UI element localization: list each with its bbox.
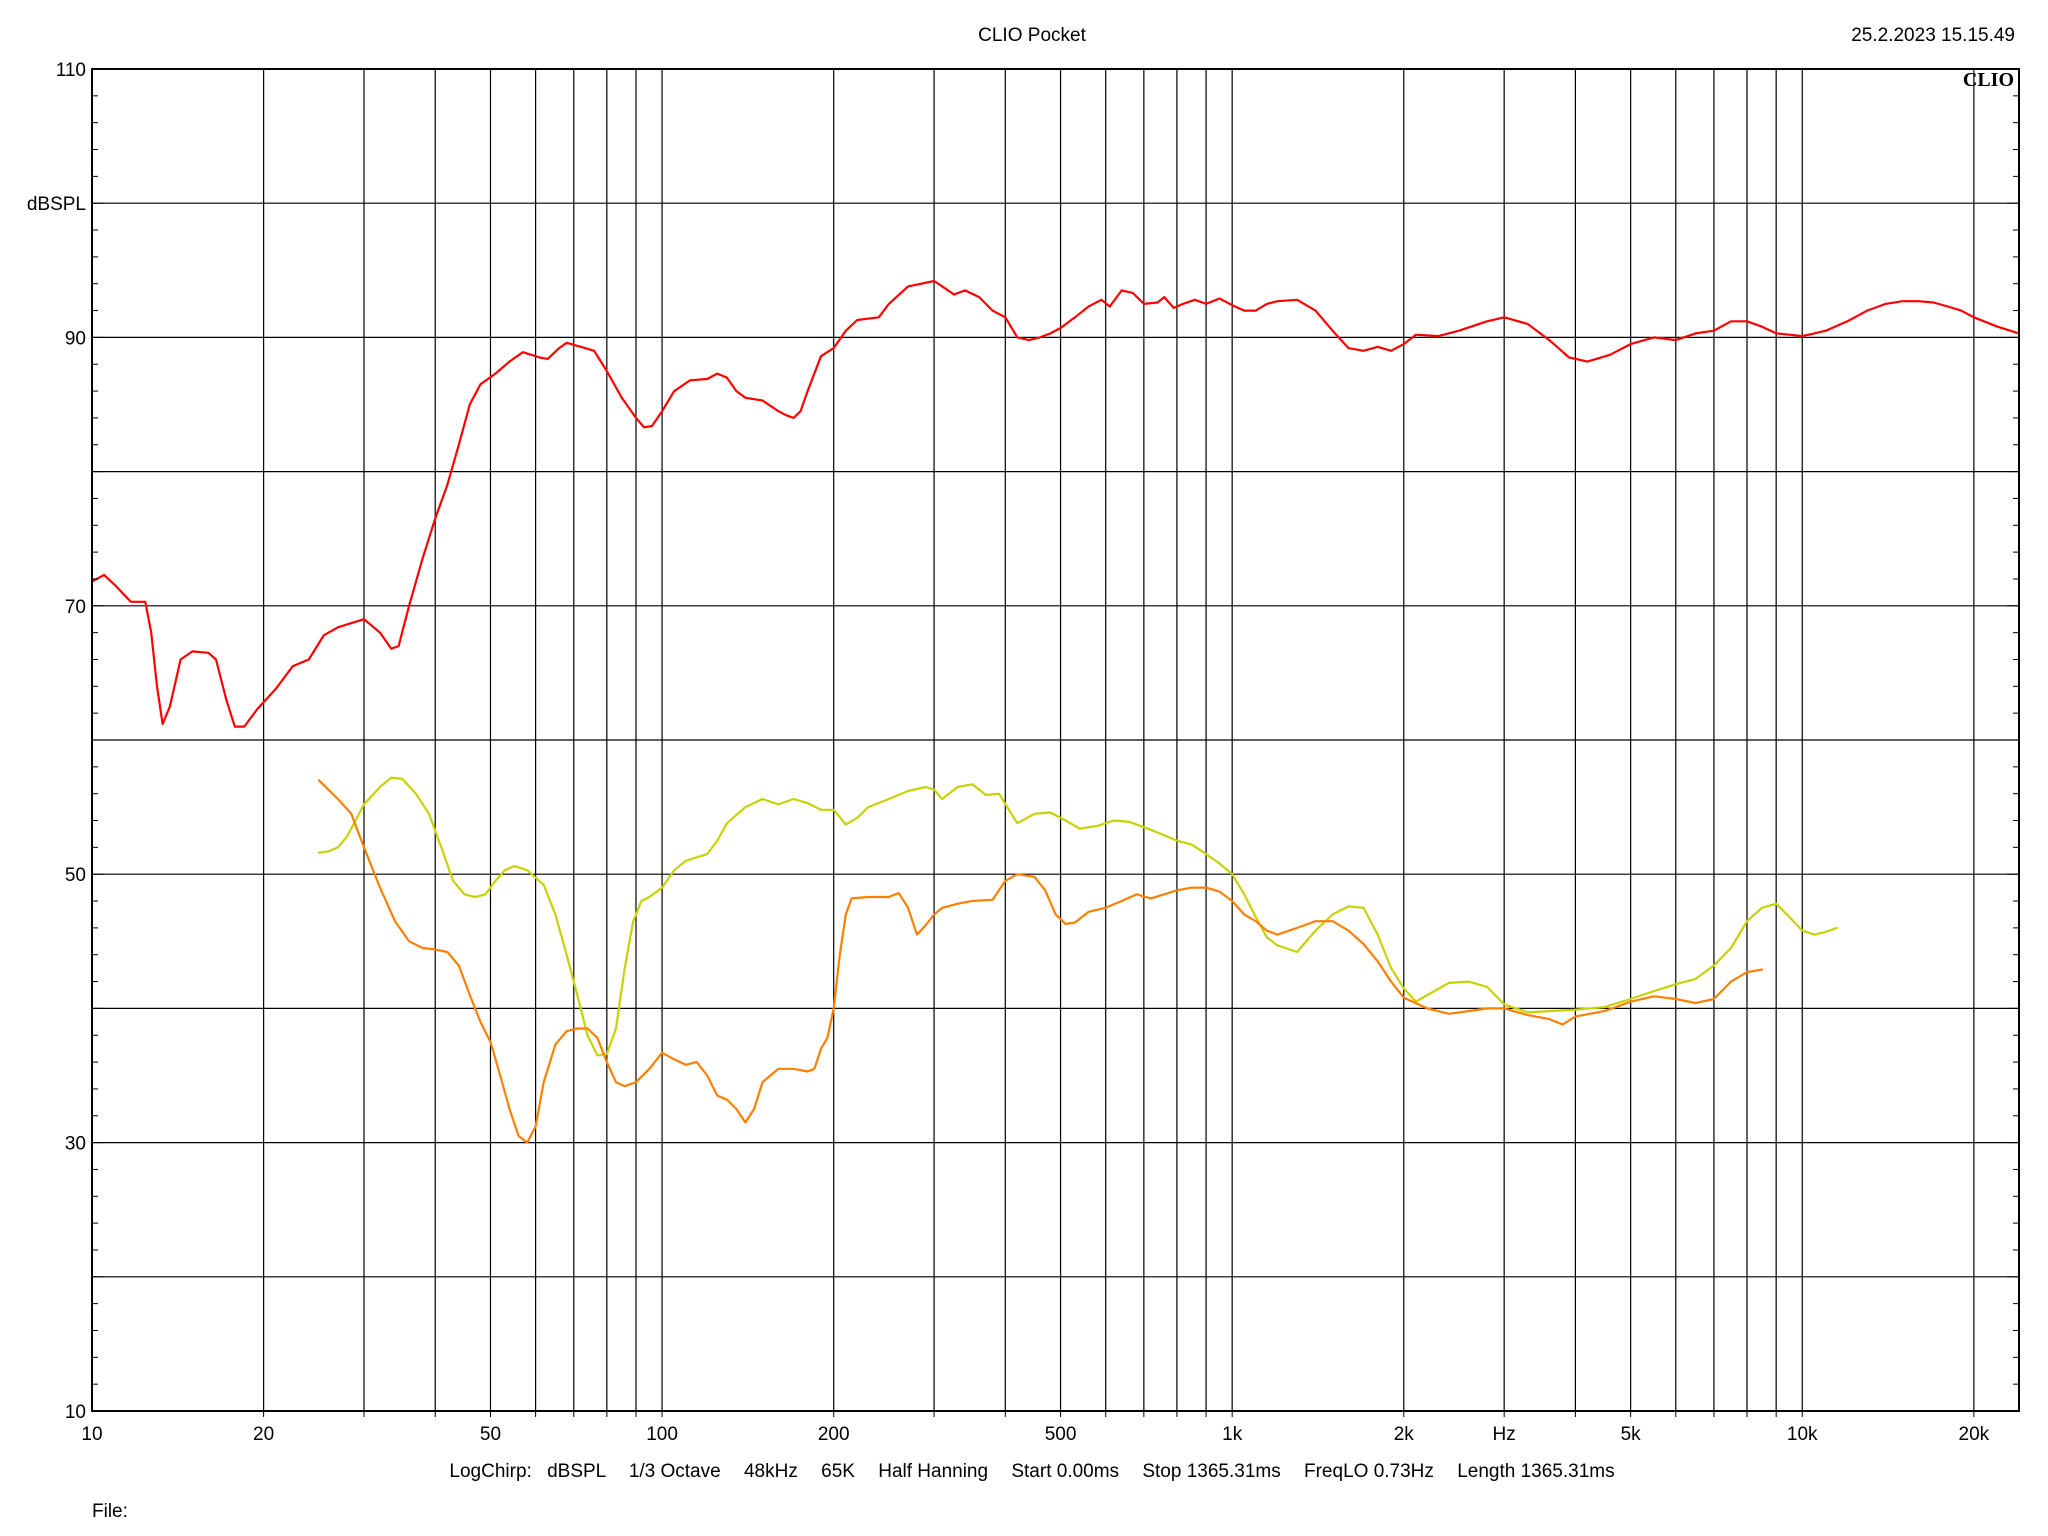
y-tick-labels: 110 90 70 50 30 10 <box>56 60 86 1423</box>
chart-title: CLIO Pocket <box>978 25 1086 46</box>
x-tick-label: 10 <box>81 1424 102 1445</box>
series-lines <box>90 279 2021 1144</box>
x-tick-labels: 10 20 50 100 200 500 1k 2k 5k 10k 20k <box>81 1424 1989 1445</box>
setting-sample-rate: 48kHz <box>744 1461 798 1482</box>
setting-length: Length 1365.31ms <box>1457 1461 1614 1482</box>
grid <box>92 69 2019 1411</box>
setting-smoothing: 1/3 Octave <box>629 1461 721 1482</box>
x-tick-marks <box>263 1411 1975 1417</box>
x-axis-unit-label: Hz <box>1493 1424 1516 1445</box>
y-tick-marks <box>92 95 2019 1385</box>
setting-size: 65K <box>821 1461 855 1482</box>
setting-mode: LogChirp: <box>449 1461 531 1482</box>
x-tick-label: 50 <box>480 1424 501 1445</box>
x-tick-label: 10k <box>1787 1424 1818 1445</box>
y-tick-label: 30 <box>65 1134 86 1155</box>
x-tick-label: 20k <box>1959 1424 1990 1445</box>
series-line-1 <box>90 279 2021 728</box>
y-tick-label: 10 <box>65 1402 86 1423</box>
series-line-2 <box>317 776 1839 1057</box>
setting-freqlo: FreqLO 0.73Hz <box>1304 1461 1434 1482</box>
series-line-3 <box>317 779 1764 1144</box>
x-tick-label: 1k <box>1222 1424 1243 1445</box>
setting-start: Start 0.00ms <box>1011 1461 1119 1482</box>
x-tick-label: 500 <box>1045 1424 1077 1445</box>
file-label: File: <box>92 1501 128 1522</box>
measurement-settings: LogChirp: dBSPL 1/3 Octave 48kHz 65K Hal… <box>449 1461 1614 1482</box>
clio-logo: CLIO <box>1963 69 2014 91</box>
x-tick-label: 20 <box>253 1424 274 1445</box>
y-tick-label: 70 <box>65 597 86 618</box>
timestamp: 25.2.2023 15.15.49 <box>1851 25 2015 46</box>
setting-window: Half Hanning <box>878 1461 988 1482</box>
setting-units: dBSPL <box>547 1461 606 1482</box>
y-tick-label: 50 <box>65 865 86 886</box>
setting-stop: Stop 1365.31ms <box>1142 1461 1280 1482</box>
x-tick-label: 100 <box>646 1424 678 1445</box>
x-tick-label: 2k <box>1394 1424 1415 1445</box>
y-tick-label: 110 <box>56 60 86 81</box>
x-tick-label: 5k <box>1621 1424 1642 1445</box>
y-tick-label: 90 <box>65 328 86 349</box>
y-axis-unit-label: dBSPL <box>27 194 86 215</box>
x-tick-label: 200 <box>818 1424 850 1445</box>
